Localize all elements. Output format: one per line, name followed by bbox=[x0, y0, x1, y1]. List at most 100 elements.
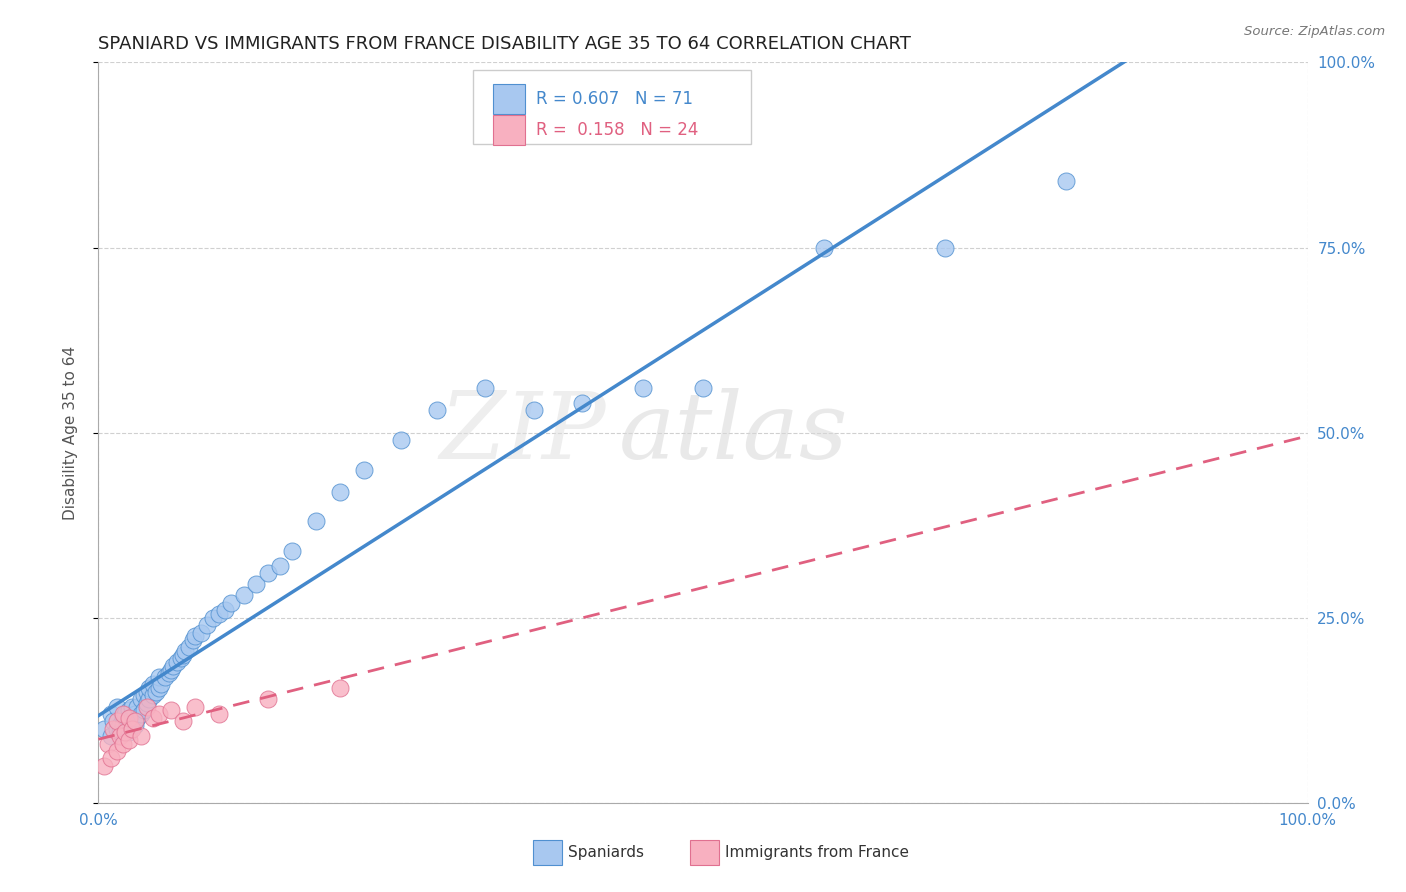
Point bbox=[142, 711, 165, 725]
Point bbox=[118, 725, 141, 739]
Point bbox=[142, 677, 165, 691]
Point bbox=[118, 703, 141, 717]
Point bbox=[118, 732, 141, 747]
Text: SPANIARD VS IMMIGRANTS FROM FRANCE DISABILITY AGE 35 TO 64 CORRELATION CHART: SPANIARD VS IMMIGRANTS FROM FRANCE DISAB… bbox=[98, 35, 911, 53]
Point bbox=[129, 729, 152, 743]
Point bbox=[105, 714, 128, 729]
Point bbox=[135, 696, 157, 710]
Point bbox=[121, 699, 143, 714]
Point bbox=[190, 625, 212, 640]
Point bbox=[124, 706, 146, 721]
Point bbox=[353, 462, 375, 476]
Point bbox=[174, 644, 197, 658]
Point bbox=[221, 596, 243, 610]
Point bbox=[329, 681, 352, 695]
Point bbox=[138, 681, 160, 695]
Point bbox=[111, 706, 134, 721]
Point bbox=[129, 706, 152, 721]
Point bbox=[129, 692, 152, 706]
Point bbox=[111, 718, 134, 732]
Point bbox=[160, 703, 183, 717]
Point bbox=[127, 699, 149, 714]
Point bbox=[108, 729, 131, 743]
Point bbox=[157, 666, 180, 681]
Point bbox=[162, 658, 184, 673]
FancyBboxPatch shape bbox=[533, 840, 561, 865]
Point bbox=[111, 711, 134, 725]
Point bbox=[269, 558, 291, 573]
Point bbox=[134, 703, 156, 717]
Point bbox=[474, 381, 496, 395]
FancyBboxPatch shape bbox=[492, 115, 526, 145]
Point bbox=[142, 689, 165, 703]
Point bbox=[121, 711, 143, 725]
Point bbox=[813, 240, 835, 255]
Point bbox=[134, 689, 156, 703]
Point bbox=[97, 737, 120, 751]
Point bbox=[172, 714, 194, 729]
Point bbox=[523, 403, 546, 417]
Point bbox=[692, 381, 714, 395]
Point bbox=[195, 618, 218, 632]
Point bbox=[124, 718, 146, 732]
Point bbox=[245, 577, 267, 591]
Point bbox=[256, 692, 278, 706]
Point bbox=[124, 714, 146, 729]
FancyBboxPatch shape bbox=[690, 840, 718, 865]
Point bbox=[148, 681, 170, 695]
Point bbox=[281, 544, 304, 558]
Point bbox=[172, 648, 194, 662]
Point bbox=[202, 610, 225, 624]
FancyBboxPatch shape bbox=[474, 70, 751, 144]
Point bbox=[214, 603, 236, 617]
Text: atlas: atlas bbox=[619, 388, 848, 477]
Text: Spaniards: Spaniards bbox=[568, 845, 644, 860]
Point bbox=[148, 670, 170, 684]
Point bbox=[184, 699, 207, 714]
Point bbox=[148, 706, 170, 721]
Point bbox=[571, 396, 593, 410]
Point bbox=[100, 751, 122, 765]
Point bbox=[101, 714, 124, 729]
Point bbox=[114, 722, 136, 736]
Point bbox=[93, 722, 115, 736]
Point bbox=[184, 629, 207, 643]
Point bbox=[169, 651, 191, 665]
Point bbox=[160, 663, 183, 677]
Point bbox=[305, 515, 328, 529]
Point bbox=[105, 744, 128, 758]
Text: Immigrants from France: Immigrants from France bbox=[724, 845, 908, 860]
Point bbox=[145, 685, 167, 699]
Point bbox=[426, 403, 449, 417]
Point bbox=[114, 725, 136, 739]
Point bbox=[93, 758, 115, 772]
Point bbox=[934, 240, 956, 255]
Point bbox=[150, 677, 173, 691]
Y-axis label: Disability Age 35 to 64: Disability Age 35 to 64 bbox=[63, 345, 77, 520]
Text: Source: ZipAtlas.com: Source: ZipAtlas.com bbox=[1244, 25, 1385, 38]
Point bbox=[329, 484, 352, 499]
Point bbox=[124, 714, 146, 729]
Point bbox=[100, 706, 122, 721]
Point bbox=[135, 685, 157, 699]
Point bbox=[108, 718, 131, 732]
Point bbox=[111, 737, 134, 751]
Point bbox=[166, 655, 188, 669]
Point bbox=[114, 706, 136, 721]
Point bbox=[108, 725, 131, 739]
Point bbox=[101, 722, 124, 736]
Point bbox=[118, 714, 141, 729]
Point bbox=[105, 722, 128, 736]
FancyBboxPatch shape bbox=[492, 84, 526, 113]
Point bbox=[100, 729, 122, 743]
Point bbox=[118, 711, 141, 725]
Point bbox=[631, 381, 654, 395]
Text: R =  0.158   N = 24: R = 0.158 N = 24 bbox=[536, 120, 699, 139]
Point bbox=[153, 670, 176, 684]
Point bbox=[208, 706, 231, 721]
Point bbox=[232, 589, 254, 603]
Point bbox=[208, 607, 231, 621]
Point bbox=[1054, 174, 1077, 188]
Point bbox=[138, 692, 160, 706]
Point bbox=[181, 632, 204, 647]
